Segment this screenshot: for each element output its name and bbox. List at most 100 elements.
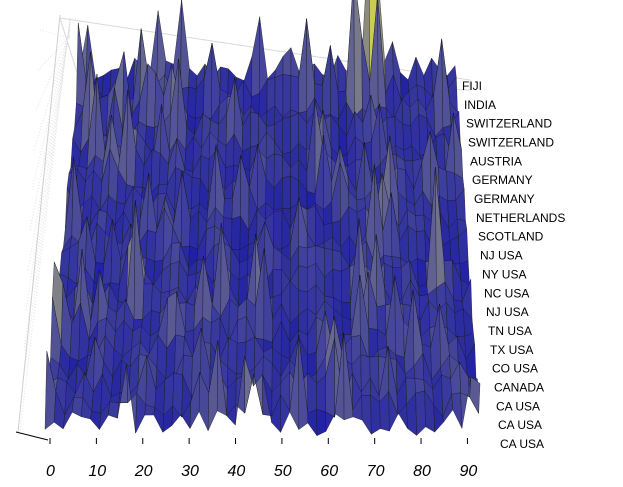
surface-patch: [377, 0, 387, 109]
surface-patch: [332, 249, 342, 272]
surface-patch: [341, 266, 351, 303]
surface-patch: [446, 170, 457, 201]
surface-patch: [454, 308, 465, 337]
surface-patch: [188, 68, 198, 90]
back-wall: [59, 17, 471, 91]
surface-patch: [251, 16, 260, 98]
x-axis-ticks: 0 10 20 30 40 50 60 70 80 90: [15, 431, 477, 480]
surface-patch: [273, 210, 283, 250]
y-axis-location-labels: FIJI INDIA SWITZERLAND SWITZERLAND AUSTRIA GE…: [462, 79, 565, 451]
surface-patch: [451, 392, 463, 429]
x-tick-label: 90: [459, 463, 477, 480]
surface-patch: [237, 316, 247, 344]
surface-patch: [414, 378, 425, 394]
surface-patch: [157, 184, 168, 195]
x-tick-label: 80: [413, 463, 431, 480]
location-label: CA USA: [500, 437, 544, 451]
location-label: CO USA: [492, 362, 538, 376]
surface-patch: [438, 166, 448, 202]
surface-patch: [307, 409, 318, 437]
grid-line: [33, 31, 71, 151]
surface-patch: [298, 265, 308, 292]
surface-patch: [266, 77, 276, 113]
floor-edge: [15, 431, 49, 441]
surface-patch: [298, 18, 307, 114]
surface-patch: [187, 86, 197, 119]
surface-patch: [433, 38, 444, 137]
grid-line: [39, 29, 71, 39]
surface-patch: [274, 55, 284, 78]
surface-patch: [316, 409, 327, 436]
grid-line: [21, 19, 71, 391]
x-tick-label: 30: [181, 463, 199, 480]
surface-patch: [391, 256, 402, 269]
location-label: CA USA: [496, 399, 540, 413]
surface-patch: [146, 63, 156, 128]
surface-patch: [90, 411, 101, 431]
surface-patch: [231, 215, 241, 250]
surface-patch: [108, 401, 119, 419]
surface-patch: [169, 260, 180, 292]
location-label: CANADA: [494, 380, 544, 394]
axes-grid: [17, 14, 471, 433]
surface-patch: [345, 0, 355, 117]
surface-patch: [290, 47, 299, 78]
location-label: NJ USA: [486, 305, 529, 319]
surface-patch: [415, 214, 425, 232]
x-tick-label: 50: [274, 463, 292, 480]
surface-patch: [417, 258, 427, 288]
grid-line: [23, 21, 71, 351]
surface-patch: [415, 390, 426, 436]
surface-patch: [282, 175, 291, 209]
location-label: SWITZERLAND: [468, 136, 554, 150]
location-label: NETHERLANDS: [476, 211, 565, 225]
surface-patch: [180, 0, 190, 90]
surface-patch: [170, 242, 181, 265]
surface-patch: [290, 75, 299, 114]
x-tick-label: 10: [88, 463, 106, 480]
surface-patch: [314, 63, 323, 86]
location-label: FIJI: [462, 79, 482, 93]
grid-line: [31, 29, 71, 191]
x-tick-label: 40: [228, 463, 246, 480]
grid-line: [35, 33, 71, 111]
location-label: NJ USA: [480, 249, 523, 263]
location-label: INDIA: [464, 98, 496, 112]
surface-patch: [146, 229, 157, 262]
location-label: SCOTLAND: [478, 230, 544, 244]
surface-patch: [250, 111, 259, 148]
x-tick-label: 20: [134, 463, 153, 480]
surface-mesh: [44, 0, 481, 437]
surface-patch: [185, 302, 195, 333]
grid-line: [27, 25, 71, 271]
surface-patch: [156, 10, 167, 84]
surface-patch: [227, 337, 238, 375]
surface-patch: [203, 42, 213, 119]
surface-patch: [332, 268, 342, 303]
z-axis-edge: [17, 14, 61, 433]
surface-patch: [223, 197, 233, 220]
surface-patch: [272, 269, 282, 298]
location-label: CA USA: [498, 418, 542, 432]
surface-patch: [72, 397, 83, 417]
location-label: GERMANY: [474, 192, 535, 206]
surface-patch: [407, 225, 418, 265]
surface-patch: [469, 376, 481, 415]
surface-patch: [353, 0, 363, 118]
location-label: NC USA: [484, 286, 529, 300]
surface-patch: [253, 373, 263, 415]
surface-patch: [322, 45, 331, 116]
grid-line: [29, 27, 71, 231]
location-label: TX USA: [490, 343, 533, 357]
surface-patch: [282, 116, 291, 155]
surface-patch: [416, 230, 426, 262]
surface-patch: [298, 246, 308, 268]
location-label: AUSTRIA: [470, 154, 522, 168]
grid-line: [19, 17, 71, 431]
surface-patch: [361, 395, 372, 435]
location-label: NY USA: [482, 267, 526, 281]
x-tick-label: 70: [367, 463, 385, 480]
x-tick-label: 60: [320, 463, 338, 480]
